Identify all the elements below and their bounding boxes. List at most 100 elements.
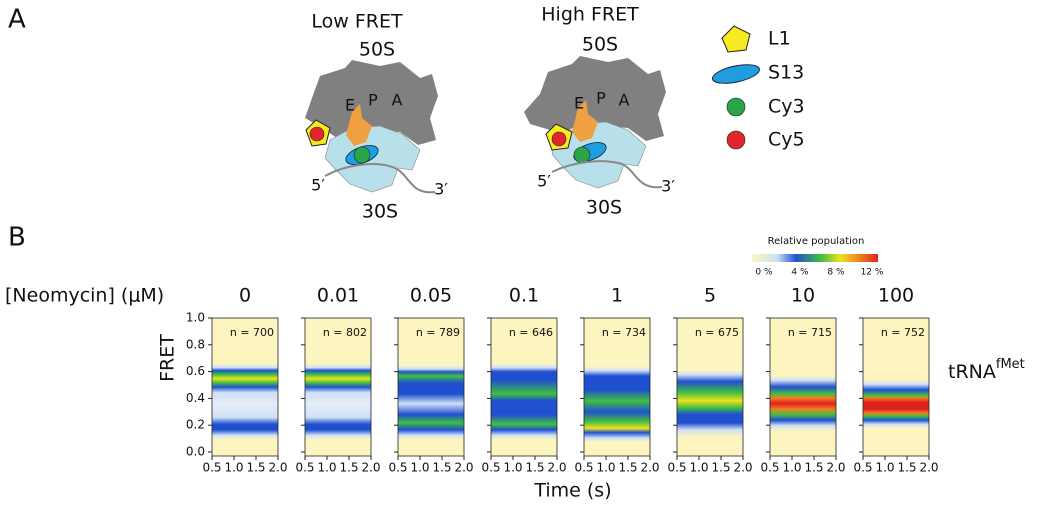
y-tick-label: 0.8 [186,337,205,351]
colorbar-tick-label: 0 % [755,268,773,278]
x-tick-label: 0.5 [574,461,593,475]
count-label: n = 675 [695,326,739,339]
x-tick-label: 1.0 [317,461,336,475]
site-label: A [392,91,403,110]
colorbar-tick-label: 8 % [827,268,845,278]
concentration-label: 0 [239,285,251,307]
site-label: A [619,91,630,110]
concentration-label: 1 [611,285,623,307]
x-tick-label: 1.5 [339,461,358,475]
condition-label: [Neomycin] (μM) [5,285,164,307]
count-label: n = 715 [788,326,832,339]
x-tick-label: 1.0 [224,461,243,475]
colorbar-title: Relative population [768,236,865,247]
y-axis-label: FRET [157,334,179,382]
subunit-label: 50S [582,34,618,56]
x-tick-label: 2.0 [454,461,473,475]
subunit-label: 30S [586,197,622,219]
large-subunit-shape [305,60,438,145]
heatmap-panel [304,317,372,457]
row-label-superscript: fMet [996,357,1025,372]
heatmap-panel [397,317,465,457]
panel-label: A [8,5,26,35]
colorbar-tick-label: 12 % [861,268,884,278]
x-tick-label: 1.5 [711,461,730,475]
x-tick-label: 1.5 [525,461,544,475]
heatmap-panel [583,317,651,457]
count-label: n = 752 [881,326,925,339]
heatmap-panel [211,317,279,457]
x-tick-label: 1.0 [875,461,894,475]
x-tick-label: 1.5 [618,461,637,475]
legend-label: Cy3 [768,96,805,118]
x-tick-label: 2.0 [361,461,380,475]
x-axis-label: Time (s) [533,480,611,502]
cy5-dye [309,126,325,142]
legend-label: S13 [768,62,804,84]
colorbar [752,254,878,262]
mrna-end: 5′ [311,176,325,195]
legend-label: Cy5 [768,129,805,151]
concentration-label: 0.1 [509,285,539,307]
site-label: P [368,91,378,110]
x-tick-label: 0.5 [853,461,872,475]
legend-symbol [726,97,746,117]
legend-symbol [726,130,746,150]
diagram-title: Low FRET [311,11,403,33]
y-tick-label: 1.0 [186,311,205,325]
count-label: n = 734 [602,326,646,339]
x-tick-label: 0.5 [760,461,779,475]
x-tick-label: 2.0 [733,461,752,475]
x-tick-label: 1.5 [897,461,916,475]
site-label: P [596,89,606,108]
mrna [324,163,436,194]
concentration-label: 10 [791,285,815,307]
legend-symbol [721,25,751,53]
count-label: n = 789 [416,326,460,339]
subunit-label: 50S [359,39,395,61]
subunit-label: 30S [362,201,398,223]
x-tick-label: 2.0 [826,461,845,475]
legend-label: L1 [768,28,791,50]
concentration-label: 0.01 [317,285,359,307]
heatmap-panel [676,317,744,457]
diagram-high-fret: High FRET 50S E P A 5′ 3′ 30S [524,4,675,219]
count-label: n = 700 [230,326,274,339]
large-subunit-shape [524,56,666,141]
count-label: n = 646 [509,326,553,339]
x-tick-label: 2.0 [640,461,659,475]
x-tick-label: 1.0 [503,461,522,475]
x-tick-label: 2.0 [268,461,287,475]
y-tick-label: 0.6 [186,364,205,378]
heatmap-panel [862,317,930,457]
x-tick-label: 1.0 [596,461,615,475]
x-tick-label: 0.5 [295,461,314,475]
y-tick-label: 0.0 [186,445,205,459]
concentration-label: 5 [704,285,716,307]
site-label: E [345,96,355,115]
concentration-label: 100 [878,285,914,307]
x-tick-label: 1.0 [782,461,801,475]
x-tick-label: 1.5 [432,461,451,475]
cy5-dye [551,131,567,147]
diagram-low-fret: Low FRET 50S E P A 5′ 3′ 30S [305,11,448,223]
diagram-title: High FRET [541,4,639,26]
heatmap-panel [490,317,558,457]
trna-shape [346,104,372,146]
mrna [551,160,663,189]
cy3-dye [353,146,371,164]
mrna-end: 3′ [434,180,448,199]
heatmap-panel [769,317,837,457]
colorbar-tick-label: 4 % [791,268,809,278]
mrna-end: 5′ [537,172,551,191]
x-tick-label: 0.5 [202,461,221,475]
row-label-base: tRNA [948,361,996,383]
count-label: n = 802 [323,326,367,339]
panel-label: B [8,223,26,253]
concentration-label: 0.05 [410,285,452,307]
x-tick-label: 1.0 [410,461,429,475]
x-tick-label: 0.5 [388,461,407,475]
x-tick-label: 2.0 [547,461,566,475]
x-tick-label: 1.5 [804,461,823,475]
